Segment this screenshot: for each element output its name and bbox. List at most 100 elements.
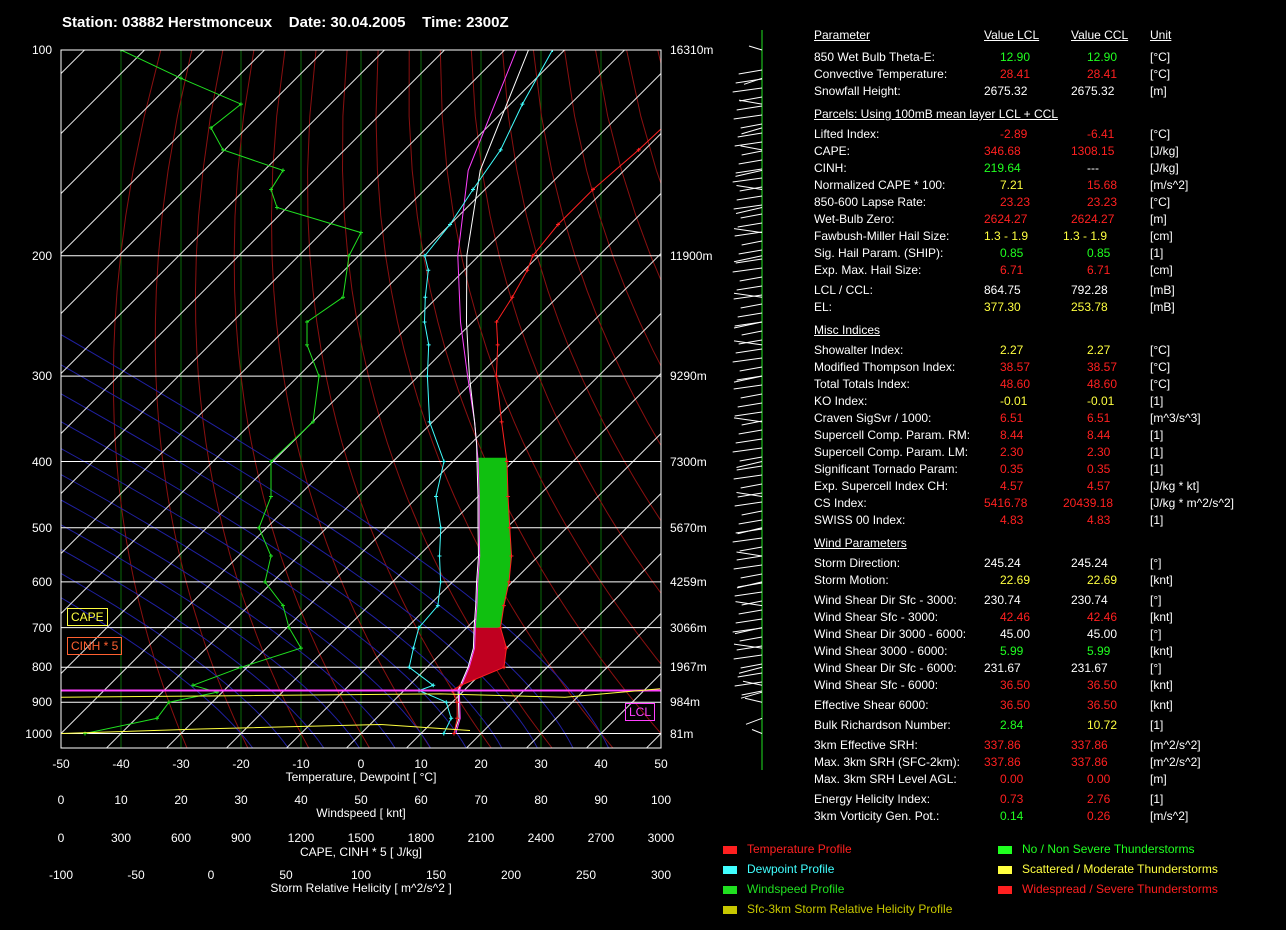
param-unit: [°C] [1150, 50, 1171, 64]
param-unit: [knt] [1150, 573, 1173, 587]
section-title: Parcels: Using 100mB mean layer LCL + CC… [814, 107, 1058, 121]
param-value-lcl: 2675.32 [984, 84, 1028, 98]
param-value-ccl: 792.28 [1071, 283, 1108, 297]
wind-barb [733, 417, 763, 423]
srh-line [61, 723, 471, 735]
param-unit: [J/kg * kt] [1150, 479, 1200, 493]
temperature-point [501, 603, 506, 608]
windspeed-point [359, 230, 363, 235]
wind-barb [740, 573, 763, 579]
param-unit: [m^2/s^2] [1150, 755, 1201, 769]
dewpoint-point [435, 603, 440, 608]
wind-barb [733, 643, 763, 649]
param-value-ccl: 5.99 [1087, 644, 1111, 658]
param-value-lcl: 346.68 [984, 144, 1021, 158]
param-label: Snowfall Height: [814, 84, 901, 98]
wind-barb [735, 438, 763, 444]
param-unit: [°C] [1150, 67, 1171, 81]
param-value-ccl: 20439.18 [1063, 496, 1114, 510]
wind-barb [737, 492, 763, 498]
isotherm [61, 50, 445, 435]
dewpoint-point [425, 374, 430, 379]
param-label: Bulk Richardson Number: [814, 718, 951, 732]
axis-tick-label: 150 [425, 868, 447, 882]
wind-barb [733, 114, 763, 120]
windspeed-point [275, 205, 279, 210]
height-label: 5670m [670, 520, 707, 535]
param-value-ccl: 42.46 [1087, 610, 1118, 624]
wind-barb [741, 420, 763, 426]
temperature-point [455, 700, 460, 705]
parcel-line [453, 50, 529, 734]
param-label: Fawbush-Miller Hail Size: [814, 229, 950, 243]
wind-barb [732, 87, 763, 93]
temperature-point [507, 579, 512, 584]
windspeed-point [305, 342, 309, 347]
param-value-ccl: 6.51 [1087, 411, 1111, 425]
param-value-lcl: -0.01 [1000, 394, 1028, 408]
wind-barb [733, 654, 763, 660]
param-value-lcl: 2624.27 [984, 212, 1028, 226]
param-label: Craven SigSvr / 1000: [814, 411, 932, 425]
axis-tick-label: 50 [654, 757, 668, 771]
param-unit: [m] [1150, 84, 1167, 98]
wind-barb [739, 456, 763, 462]
axis-tick-label: 0 [57, 793, 65, 807]
param-unit: [1] [1150, 394, 1164, 408]
param-value-ccl: 0.26 [1087, 809, 1111, 823]
axis-label: Temperature, Dewpoint [ °C] [285, 770, 437, 784]
axis-tick-label: 30 [534, 757, 548, 771]
param-label: Wet-Bulb Zero: [814, 212, 895, 226]
dewpoint-point [431, 683, 436, 688]
param-value-lcl: 0.00 [1000, 772, 1024, 786]
axis-tick-label: 600 [170, 831, 192, 845]
wind-barb [733, 564, 763, 570]
param-value-ccl: 22.69 [1087, 573, 1118, 587]
dewpoint-point [438, 579, 443, 584]
temperature-point [499, 419, 504, 424]
wind-barb [732, 177, 763, 183]
windspeed-point [191, 683, 195, 688]
dry-adiabat [233, 50, 370, 748]
param-value-lcl: 22.69 [1000, 573, 1031, 587]
wind-barb [737, 312, 763, 318]
isotherm [106, 192, 661, 748]
dewpoint-point [441, 731, 446, 736]
param-value-lcl: 2.30 [1000, 445, 1024, 459]
param-value-lcl: -2.89 [1000, 127, 1028, 141]
wind-barb [737, 132, 763, 138]
wind-barb [740, 663, 763, 669]
windspeed-point [287, 625, 291, 630]
legend-swatch [723, 865, 737, 874]
param-value-ccl: -0.01 [1087, 394, 1115, 408]
windspeed-point [299, 646, 303, 651]
axis-tick-label: 300 [110, 831, 132, 845]
param-unit: [°C] [1150, 343, 1171, 357]
param-unit: [J/kg] [1150, 144, 1179, 158]
height-label: 1967m [670, 660, 707, 675]
axis-tick-label: 900 [230, 831, 252, 845]
wind-barb [740, 213, 763, 219]
pressure-tick-label: 500 [31, 520, 52, 535]
temperature-point [509, 554, 514, 559]
wind-barb [734, 501, 763, 507]
wind-barb [734, 141, 763, 147]
axis-tick-label: -40 [112, 757, 130, 771]
param-value-lcl: 23.23 [1000, 195, 1031, 209]
param-value-ccl: 45.00 [1087, 627, 1118, 641]
axis-tick-label: -100 [48, 868, 74, 882]
dewpoint-point [407, 665, 412, 670]
wind-barb [734, 411, 763, 417]
wind-barb [734, 321, 763, 327]
param-label: Wind Shear Dir Sfc - 6000: [814, 661, 957, 675]
wind-barb [741, 510, 763, 516]
axis-tick-label: 90 [594, 793, 608, 807]
param-value-ccl: 230.74 [1071, 593, 1108, 607]
param-value-lcl: 12.90 [1000, 50, 1031, 64]
temperature-point [685, 102, 689, 106]
legend-label: No / Non Severe Thunderstorms [1022, 842, 1195, 856]
wind-barb [737, 402, 763, 408]
wind-barb [740, 691, 763, 699]
param-label: Exp. Supercell Index CH: [814, 479, 949, 493]
wind-barb [740, 145, 763, 151]
